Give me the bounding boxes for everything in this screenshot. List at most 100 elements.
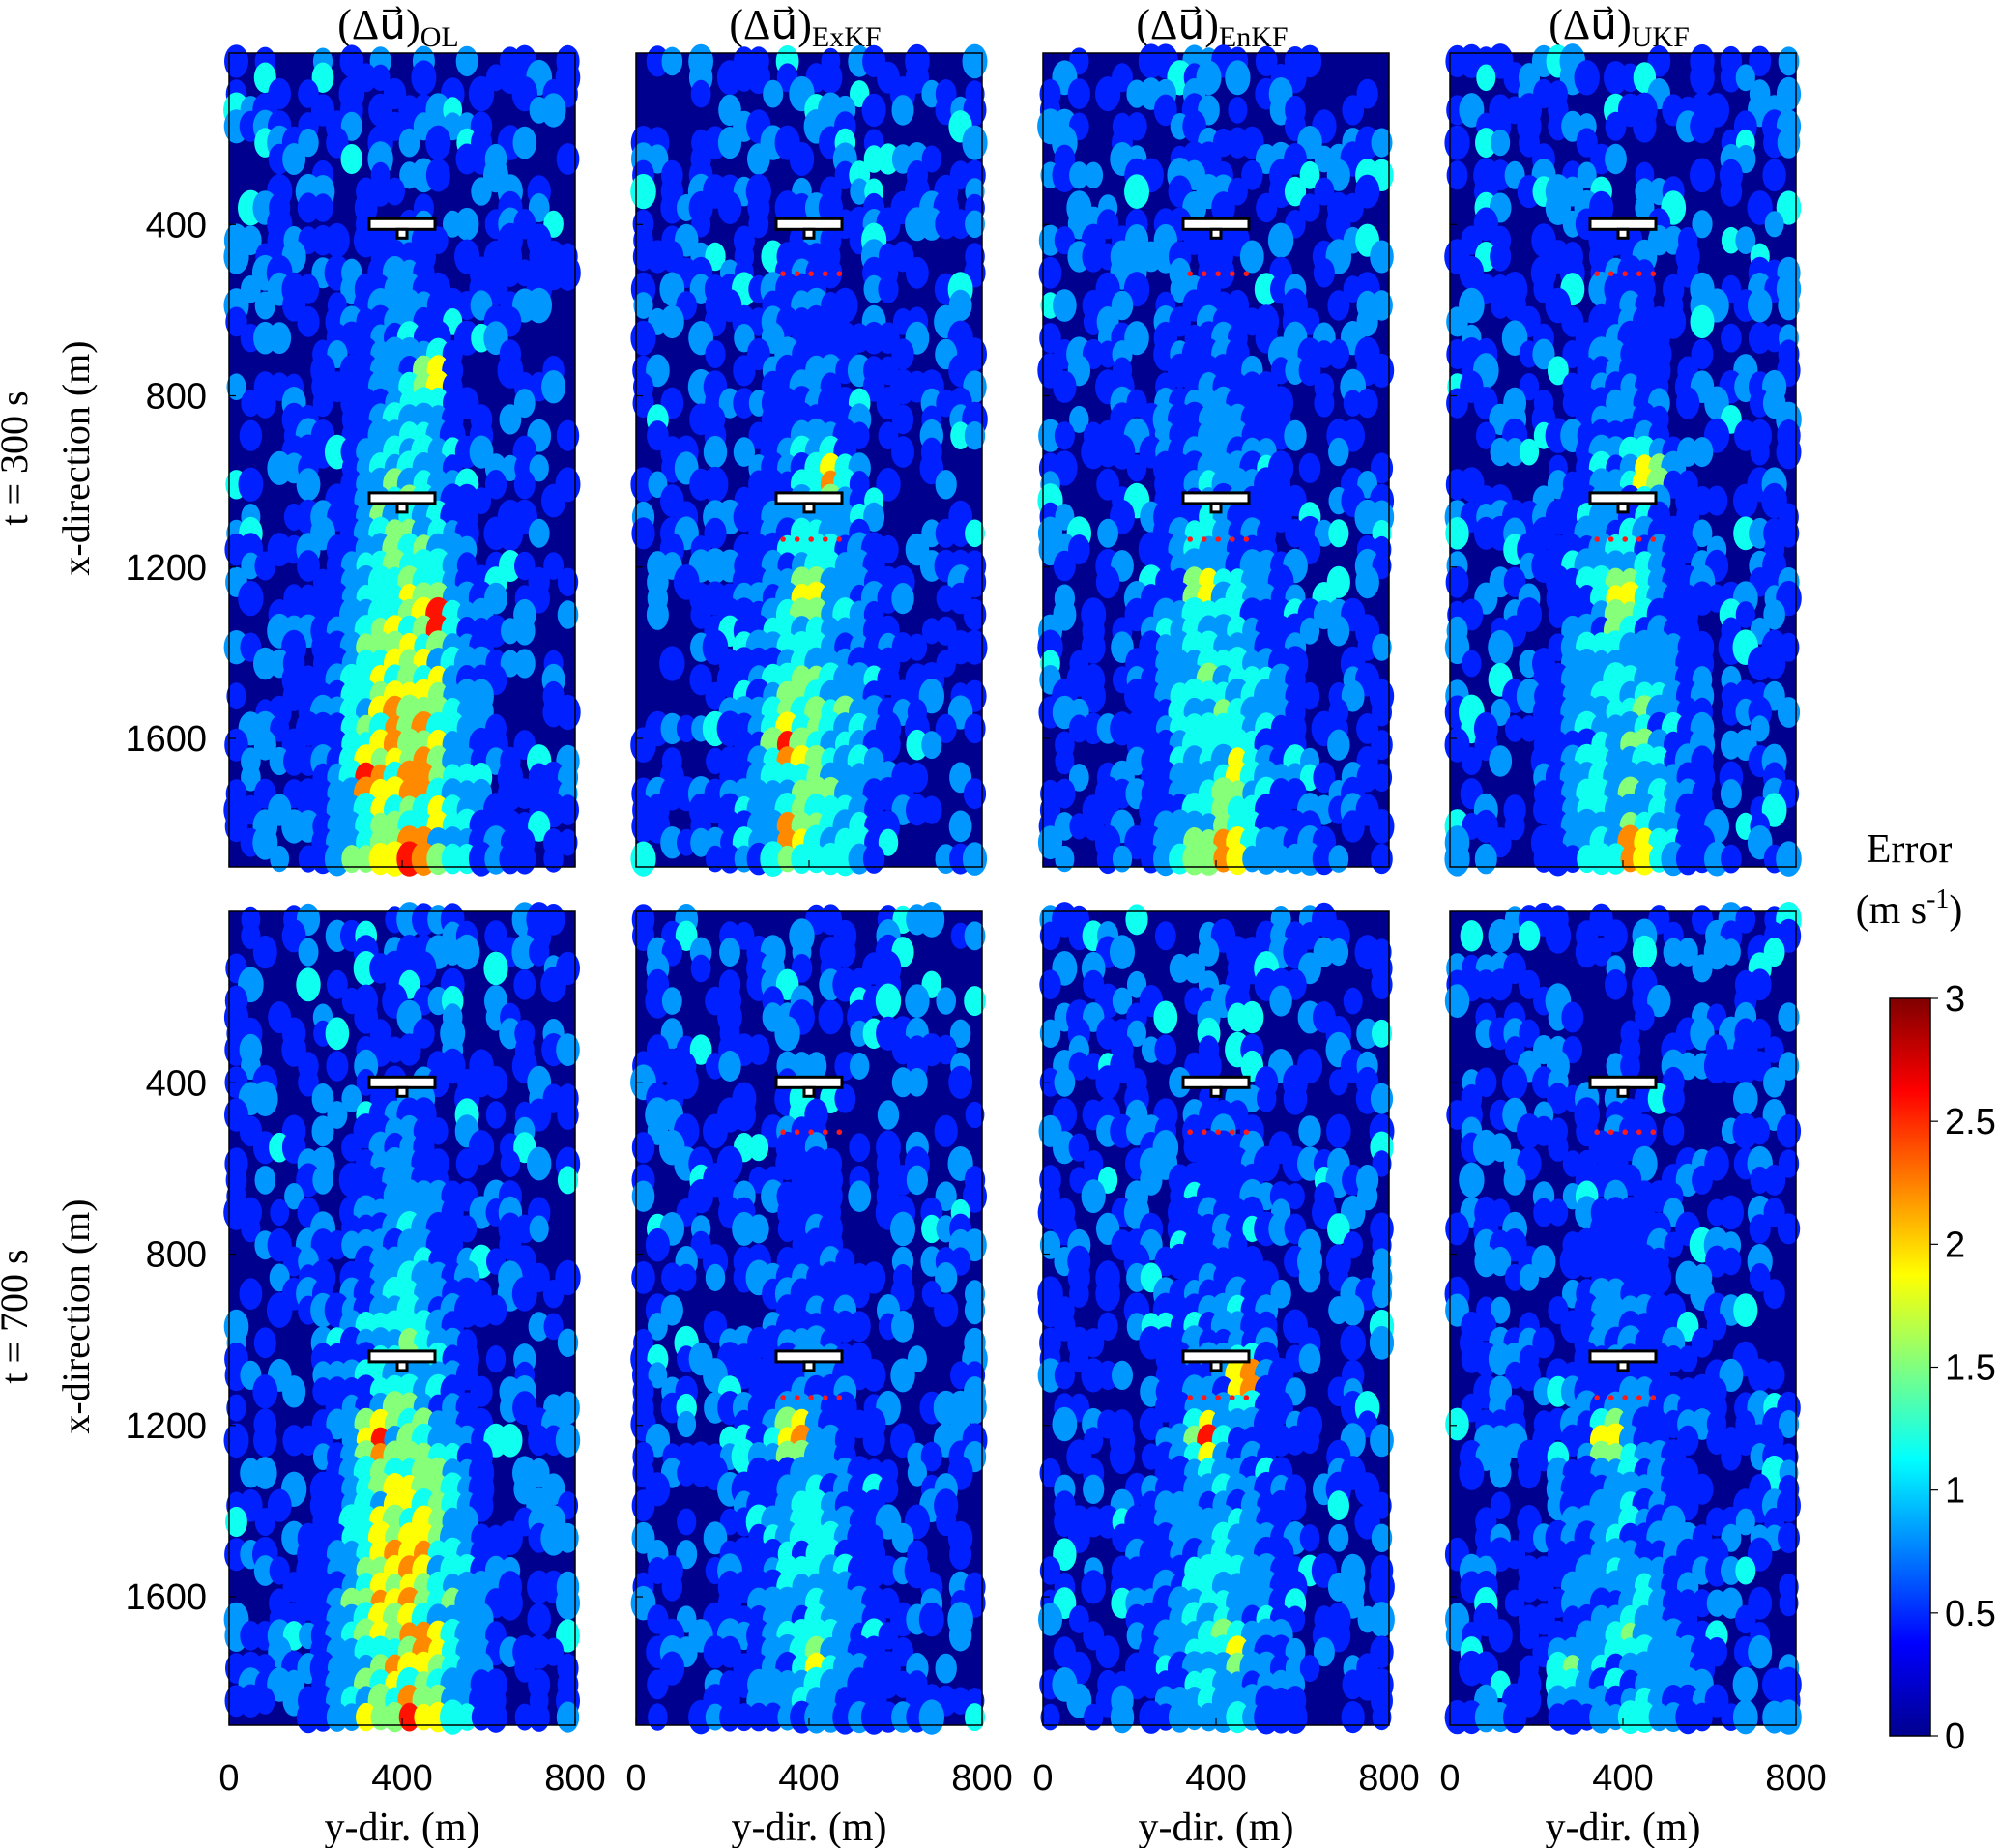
heatmap-cell <box>484 1294 507 1326</box>
heatmap-cell <box>341 1084 362 1112</box>
heatmap-cell <box>1039 1019 1061 1049</box>
heatmap-cell <box>918 1602 944 1637</box>
sensor-dot <box>1215 271 1221 277</box>
heatmap-cell <box>631 517 655 550</box>
heatmap-cell <box>497 1585 523 1621</box>
heatmap-cell <box>1647 984 1671 1018</box>
heatmap-cell <box>1095 1277 1120 1312</box>
heatmap-cell <box>1721 699 1741 726</box>
heatmap-cell <box>906 1165 929 1196</box>
heatmap-cell <box>1328 938 1349 967</box>
heatmap-cell <box>1548 356 1569 386</box>
heatmap-cell <box>1069 1280 1089 1308</box>
heatmap-cell <box>648 1313 668 1341</box>
heatmap-cell <box>921 79 942 108</box>
heatmap-cell <box>1286 1183 1305 1210</box>
heatmap-cell <box>935 1262 958 1293</box>
heatmap-cell <box>253 1424 277 1458</box>
heatmap-cell <box>819 257 843 289</box>
heatmap-cell <box>1620 1052 1640 1081</box>
heatmap-cell <box>659 646 685 681</box>
heatmap-cell <box>935 713 957 744</box>
heatmap-cell <box>557 794 579 825</box>
heatmap-cell <box>935 1181 957 1211</box>
heatmap-cell <box>1446 306 1468 337</box>
heatmap-cell <box>270 1198 290 1227</box>
heatmap-cell <box>1037 825 1063 860</box>
heatmap-cell <box>455 45 478 77</box>
heatmap-cell <box>1170 275 1190 303</box>
heatmap-cell <box>702 466 729 503</box>
heatmap-cell <box>1039 969 1061 1000</box>
heatmap-cell <box>1052 158 1078 192</box>
heatmap-cell <box>834 160 855 189</box>
heatmap-cell <box>676 714 697 743</box>
heatmap-cell <box>878 534 899 564</box>
heatmap-cell <box>1068 764 1089 792</box>
heatmap-cell <box>789 142 815 176</box>
heatmap-cell <box>454 207 479 241</box>
heatmap-cell <box>499 1018 522 1050</box>
heatmap-cell <box>556 419 580 451</box>
heatmap-cell <box>763 79 784 108</box>
heatmap-cell <box>648 1362 668 1389</box>
heatmap-cell <box>734 1703 755 1732</box>
sensor-dot <box>823 271 828 277</box>
heatmap-cell <box>1460 598 1484 631</box>
heatmap-cell <box>455 1148 478 1179</box>
heatmap-cell <box>557 567 579 596</box>
heatmap-cell <box>762 1702 784 1732</box>
heatmap-cell <box>1069 161 1089 189</box>
heatmap-cell <box>862 1425 885 1457</box>
sensor-dot <box>1594 271 1600 277</box>
heatmap-cell <box>1112 845 1133 873</box>
heatmap-cell <box>1183 953 1205 984</box>
heatmap-cell <box>1126 454 1147 482</box>
heatmap-cell <box>1764 1036 1784 1063</box>
heatmap-cell <box>935 1034 957 1065</box>
heatmap-cell <box>1341 679 1365 712</box>
heatmap-panel-ukf-700s <box>1444 902 1802 1735</box>
heatmap-cell <box>1328 1523 1349 1552</box>
turbine-marker <box>1181 1349 1251 1372</box>
heatmap-cell <box>1733 1082 1758 1116</box>
heatmap-cell <box>1110 935 1135 969</box>
heatmap-cell <box>921 1214 942 1244</box>
heatmap-cell <box>878 828 899 856</box>
sensor-dot <box>836 536 843 542</box>
heatmap-cell <box>964 986 986 1017</box>
heatmap-cell <box>1095 1635 1120 1669</box>
heatmap-cell <box>1328 1069 1348 1096</box>
heatmap-cell <box>241 552 261 580</box>
heatmap-cell <box>1081 1179 1106 1214</box>
heatmap-cell <box>1267 222 1294 258</box>
heatmap-cell <box>1083 1474 1105 1505</box>
heatmap-cell <box>906 794 929 826</box>
heatmap-cell <box>398 128 420 158</box>
sensor-dot <box>808 536 814 542</box>
heatmap-cell <box>252 1374 278 1409</box>
heatmap-cell <box>677 1459 697 1487</box>
heatmap-cell <box>1562 845 1583 873</box>
heatmap-cell <box>1504 1036 1525 1064</box>
heatmap-cell <box>1328 437 1349 467</box>
heatmap-cell <box>848 1180 872 1212</box>
sensor-dot <box>794 1395 800 1400</box>
heatmap-cell <box>1327 616 1350 647</box>
heatmap-cell <box>1444 125 1470 160</box>
heatmap-cell <box>1762 648 1786 679</box>
heatmap-cell <box>1505 715 1525 742</box>
heatmap-cell <box>411 60 437 96</box>
heatmap-cell <box>733 388 756 419</box>
heatmap-cell <box>556 1033 580 1066</box>
sensor-dot <box>1187 1129 1193 1135</box>
heatmap-cell <box>1054 1067 1076 1097</box>
heatmap-cell <box>818 999 844 1035</box>
turbine-marker <box>367 1349 437 1372</box>
heatmap-cell <box>660 826 684 859</box>
heatmap-cell <box>468 75 495 112</box>
heatmap-cell <box>326 1230 348 1260</box>
heatmap-cell <box>891 436 914 468</box>
heatmap-cell <box>1039 1230 1061 1259</box>
heatmap-cell <box>660 191 684 224</box>
